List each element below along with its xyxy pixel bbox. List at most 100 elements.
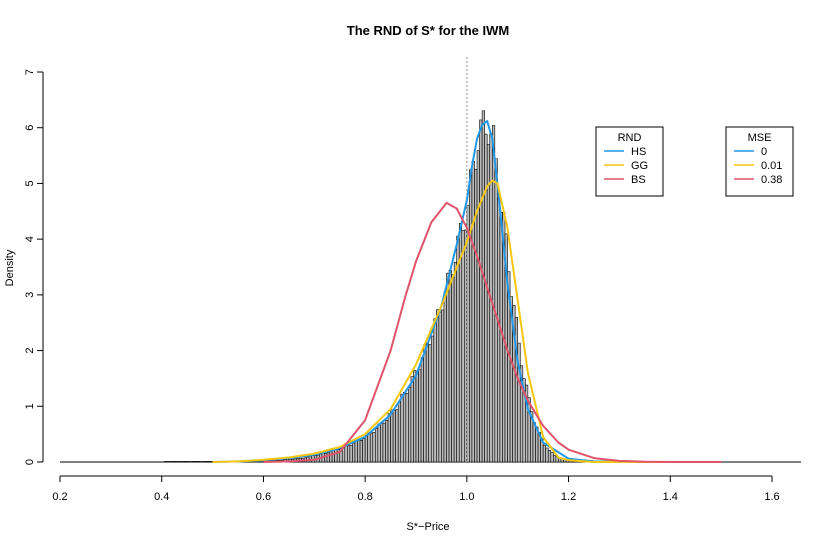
histogram-bar [430, 335, 435, 463]
legend-rnd: RND HS GG BS [595, 126, 664, 197]
histogram-bars [163, 110, 643, 463]
histogram-bar [433, 318, 437, 463]
histogram-bar [184, 461, 188, 463]
histogram-bar [456, 235, 460, 463]
legend-mse: MSE 0 0.01 0.38 [725, 126, 794, 197]
histogram-bar [438, 311, 442, 463]
histogram-bar [418, 369, 422, 463]
y-tick-label: 7 [24, 69, 36, 75]
histogram-bar [382, 422, 386, 463]
legend-box [725, 126, 794, 197]
y-tick-label: 5 [24, 180, 36, 186]
histogram-bar [199, 461, 203, 463]
histogram-bar [402, 392, 407, 463]
plot-area: 0.2 0.4 0.6 0.8 1.0 1.2 1.4 1.6 0 1 2 3 4 5 6 7 [24, 57, 801, 503]
histogram-bar [380, 422, 384, 463]
histogram-bar [367, 432, 371, 463]
histogram-bar [408, 387, 412, 463]
histogram-bar [204, 461, 208, 463]
histogram-bar [324, 452, 328, 463]
series-line-hs [212, 120, 722, 463]
histogram-bar [479, 119, 483, 463]
histogram-bar [331, 449, 335, 463]
y-tick-label: 1 [24, 403, 36, 409]
histogram-bar [357, 439, 361, 463]
histogram-bar [186, 461, 190, 463]
legend-box [595, 126, 664, 197]
histogram-bar [547, 450, 552, 463]
x-tick-label: 0.4 [154, 491, 169, 503]
y-axis-label: Density [4, 249, 16, 286]
legend-title: MSE [748, 132, 772, 144]
histogram-bar [169, 461, 173, 463]
histogram-bar [425, 342, 430, 463]
histogram-bar [176, 461, 180, 463]
legend-entry-label: BS [631, 174, 646, 186]
y-tick-label: 0 [24, 459, 36, 465]
histogram-bar [405, 393, 409, 463]
histogram-bar [469, 169, 473, 463]
histogram-bar [179, 461, 183, 463]
histogram-bar [390, 409, 394, 463]
histogram-bar [352, 442, 356, 463]
histogram-bar [166, 461, 170, 463]
x-tick-label: 1.0 [459, 491, 474, 503]
histogram-bar [486, 144, 491, 463]
x-tick-label: 1.6 [764, 491, 779, 503]
x-tick-label: 0.6 [256, 491, 271, 503]
legend-entry-label: HS [631, 146, 646, 158]
histogram-bar [392, 410, 396, 463]
histogram-bar [446, 272, 450, 463]
histogram-bar [207, 461, 211, 463]
histogram-bar [397, 401, 402, 463]
histogram-bar [347, 445, 351, 463]
histogram-bar [441, 309, 445, 463]
histogram-bar [372, 432, 376, 463]
histogram-bar [377, 423, 381, 463]
y-tick-label: 2 [24, 348, 36, 354]
histogram-bar [194, 461, 198, 463]
histogram-bar [413, 370, 417, 463]
histogram-bar [443, 291, 447, 463]
histogram-bar [375, 428, 379, 463]
histogram-bar [423, 344, 427, 463]
series-line-bs [263, 201, 722, 463]
histogram-bar [344, 445, 348, 463]
histogram-bar [453, 261, 457, 463]
histogram-bar [451, 274, 455, 463]
histogram-bar [400, 393, 404, 463]
histogram-bar [491, 125, 496, 463]
legend-entry-label: GG [631, 160, 648, 172]
histogram-bar [329, 451, 333, 463]
histogram-bar [497, 198, 501, 463]
histogram-bar [428, 344, 432, 463]
histogram-bar [545, 447, 549, 463]
histogram-bar [387, 413, 391, 463]
histogram-bar [532, 422, 536, 463]
y-tick-label: 3 [24, 292, 36, 298]
histogram-bar [191, 461, 196, 463]
histogram-bar [395, 409, 399, 463]
histogram-bar [436, 309, 440, 463]
histogram-bar [553, 455, 557, 463]
histogram-bar [209, 461, 213, 463]
legend-title: RND [618, 132, 642, 144]
y-tick-label: 6 [24, 125, 36, 131]
series-line-gg [212, 179, 722, 463]
histogram-bar [349, 444, 353, 463]
histogram-bar [448, 270, 452, 463]
chart-title: The RND of S* for the IWM [347, 23, 510, 38]
histogram-bar [181, 461, 185, 463]
histogram-bar [354, 440, 358, 463]
histogram-bar [174, 461, 178, 463]
y-tick-label: 4 [24, 236, 36, 242]
histogram-bar [359, 440, 363, 463]
x-tick-label: 1.4 [663, 491, 678, 503]
x-tick-label: 0.2 [52, 491, 67, 503]
histogram-bar [362, 438, 366, 463]
histogram-bar [163, 461, 168, 463]
histogram-bar [334, 449, 338, 463]
legend-entry-label: 0.01 [761, 160, 782, 172]
x-tick-label: 1.2 [561, 491, 576, 503]
